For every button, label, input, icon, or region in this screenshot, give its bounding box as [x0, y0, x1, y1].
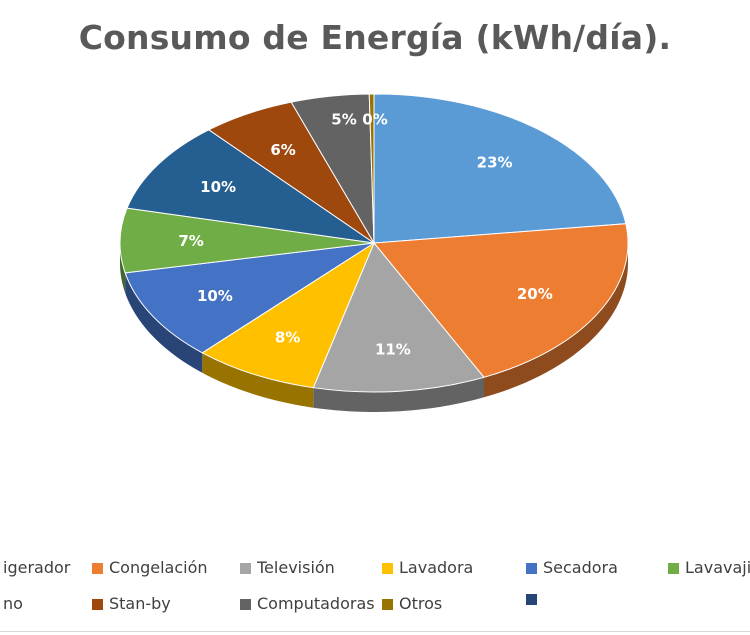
legend-item-stan-by: Stan-by — [92, 594, 171, 614]
legend-swatch — [92, 598, 103, 610]
legend-label: Computadoras — [257, 594, 375, 613]
legend-item-computadoras: Computadoras — [240, 594, 375, 614]
pie-chart: 23% 20% 11% 8% 10% 7% 10% 6% 5% 0% — [119, 93, 629, 412]
legend-item-series-10 — [526, 594, 543, 605]
legend-swatch — [526, 562, 537, 574]
pie-side-congelaci-n — [484, 243, 628, 398]
legend-swatch — [526, 594, 537, 605]
legend-swatch — [668, 562, 679, 574]
legend-item-secadora: Secadora — [526, 558, 618, 578]
legend-swatch — [240, 562, 251, 574]
legend-item-otros: Otros — [382, 594, 442, 614]
legend-item-lavadora: Lavadora — [382, 558, 473, 578]
pie-slice-refrigerador — [373, 93, 627, 244]
legend-label: Otros — [399, 594, 443, 613]
pie-slice-secadora — [124, 242, 375, 354]
data-label-lavadora: 8% — [275, 329, 300, 347]
chart-title: Consumo de Energía (kWh/día). — [78, 18, 672, 57]
legend-swatch — [382, 598, 393, 610]
legend-label: Congelación — [109, 558, 208, 577]
legend-label: Lavavajil — [685, 558, 750, 577]
pie-slice-lavavajillas — [119, 207, 375, 274]
data-label-otros: 0% — [362, 110, 387, 128]
pie-slice-horno — [126, 129, 375, 244]
pie-slice-lavadora — [201, 241, 376, 389]
legend-label: Televisión — [257, 558, 335, 577]
data-label-horno: 10% — [200, 178, 236, 196]
data-label-televisi-n: 11% — [375, 341, 411, 359]
legend-swatch — [240, 598, 251, 610]
pie-side-lavavajillas — [120, 243, 126, 293]
pie-side-televisi-n — [313, 377, 484, 412]
legend-swatch — [92, 562, 103, 574]
data-label-lavavajillas: 7% — [178, 232, 203, 250]
legend-label: Lavadora — [399, 558, 474, 577]
legend-item-lavavajillas: Lavavajil — [668, 558, 750, 578]
legend-item-televisi-n: Televisión — [240, 558, 335, 578]
legend-item-refrigerador: igerador — [0, 558, 70, 578]
pie-side-walls — [120, 243, 628, 412]
pie-slice-otros — [368, 93, 375, 244]
chart-frame-bottom — [0, 631, 750, 632]
legend-label: no — [3, 594, 23, 613]
pie-slice-televisi-n — [312, 242, 485, 393]
legend-item-horno: no — [0, 594, 23, 614]
data-label-computadoras: 5% — [331, 110, 356, 128]
legend-label: Secadora — [543, 558, 618, 577]
data-label-refrigerador: 23% — [477, 153, 513, 171]
legend-label: igerador — [3, 558, 71, 577]
pie-side-secadora — [125, 272, 203, 373]
data-label-stan-by: 6% — [270, 141, 295, 159]
legend-swatch — [382, 562, 393, 574]
legend-item-congelaci-n: Congelación — [92, 558, 208, 578]
legend-row-2: no Stan-by Computadoras Otros — [0, 594, 750, 618]
legend-label: Stan-by — [109, 594, 171, 613]
data-label-congelaci-n: 20% — [517, 285, 553, 303]
pie-side-lavadora — [202, 352, 314, 408]
pie-slice-congelaci-n — [373, 223, 629, 378]
data-label-secadora: 10% — [197, 287, 233, 305]
legend-row-1: igerador Congelación Televisión Lavadora Sec… — [0, 558, 750, 582]
